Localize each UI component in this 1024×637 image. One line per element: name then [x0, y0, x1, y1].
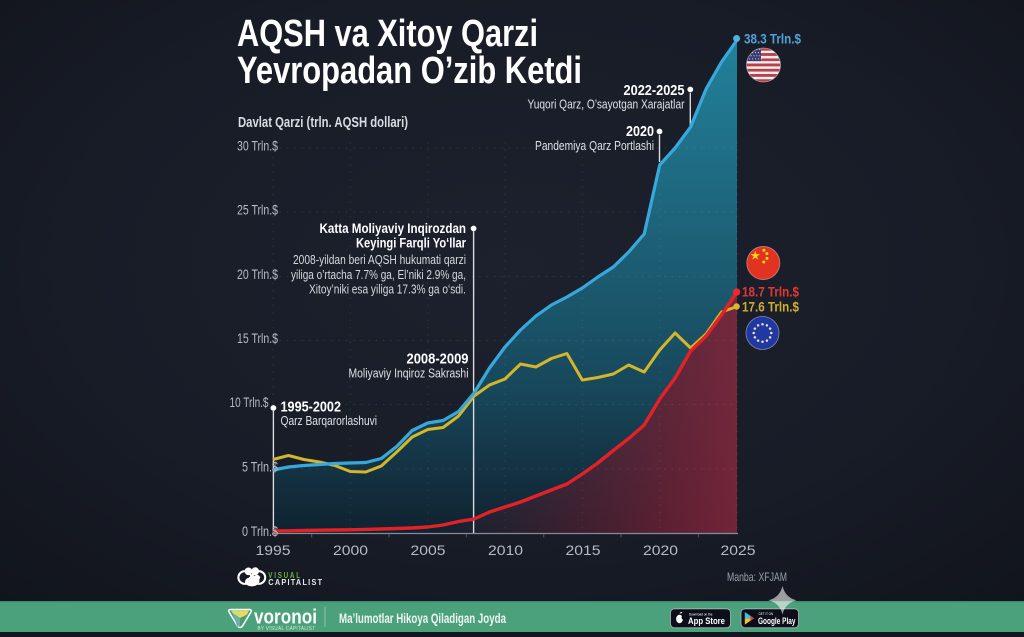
svg-text:17.6 Trln.$: 17.6 Trln.$ [742, 299, 799, 315]
svg-text:voronoi: voronoi [254, 606, 317, 629]
svg-text:38.3 Trln.$: 38.3 Trln.$ [744, 31, 801, 47]
svg-text:Yuqori Qarz, O’sayotgan Xaraja: Yuqori Qarz, O’sayotgan Xarajatlar [528, 97, 686, 112]
svg-text:2005: 2005 [411, 542, 446, 558]
svg-text:Yevropadan O’zib Ketdi: Yevropadan O’zib Ketdi [237, 50, 582, 92]
svg-text:GET IT ON: GET IT ON [759, 611, 774, 616]
svg-text:Manba: XFJAM: Manba: XFJAM [727, 570, 787, 584]
svg-text:2020: 2020 [626, 124, 654, 140]
svg-text:2020: 2020 [643, 542, 678, 558]
svg-text:App Store: App Store [688, 616, 725, 626]
svg-text:Xitoy’niki esa yiliga 17.3% ga: Xitoy’niki esa yiliga 17.3% ga o‘sdi. [309, 283, 466, 297]
svg-text:CAPITALIST: CAPITALIST [268, 578, 323, 587]
svg-text:1995-2002: 1995-2002 [281, 400, 342, 416]
svg-text:5 Trln.$: 5 Trln.$ [242, 459, 278, 475]
svg-text:yiliga o’rtacha 7.7% ga, El’ni: yiliga o’rtacha 7.7% ga, El’niki 2.9% ga… [291, 268, 466, 282]
svg-text:AQSH va Xitoy Qarzi: AQSH va Xitoy Qarzi [237, 13, 538, 55]
svg-text:Davlat Qarzi (trln. AQSH dolla: Davlat Qarzi (trln. AQSH dollari) [238, 115, 408, 131]
svg-text:20 Trln.$: 20 Trln.$ [237, 266, 278, 282]
svg-text:Ma’lumotlar Hikoya Qiladigan J: Ma’lumotlar Hikoya Qiladigan Joyda [339, 610, 506, 626]
svg-text:Moliyaviy Inqiroz Sakrashi: Moliyaviy Inqiroz Sakrashi [349, 366, 469, 381]
svg-text:2015: 2015 [566, 542, 601, 558]
svg-text:2022-2025: 2022-2025 [624, 83, 685, 99]
svg-text:2025: 2025 [721, 542, 756, 558]
svg-text:2000: 2000 [333, 542, 368, 558]
svg-text:2008-yildan beri AQSH hukumati: 2008-yildan beri AQSH hukumati qarzi [293, 253, 466, 267]
svg-text:Keyingi Farqli Yo‘llar: Keyingi Farqli Yo‘llar [356, 236, 467, 251]
svg-text:30 Trln.$: 30 Trln.$ [237, 138, 278, 154]
svg-text:2010: 2010 [488, 542, 523, 558]
svg-text:Katta Moliyaviy Inqirozdan: Katta Moliyaviy Inqirozdan [320, 221, 467, 236]
svg-text:15 Trln.$: 15 Trln.$ [237, 330, 278, 346]
svg-text:0 Trln.$: 0 Trln.$ [242, 523, 278, 539]
svg-text:Pandemiya Qarz Portlashi: Pandemiya Qarz Portlashi [535, 138, 654, 153]
svg-text:Google Play: Google Play [758, 616, 796, 626]
svg-text:10 Trln.$: 10 Trln.$ [230, 394, 269, 410]
svg-text:18.7 Trln.$: 18.7 Trln.$ [742, 284, 799, 300]
svg-text:2008-2009: 2008-2009 [407, 352, 469, 368]
svg-text:1995: 1995 [256, 542, 291, 558]
svg-text:25 Trln.$: 25 Trln.$ [237, 202, 278, 218]
svg-text:Qarz Barqarorlashuvi: Qarz Barqarorlashuvi [281, 413, 378, 428]
svg-text:BY VISUAL CAPITALIST: BY VISUAL CAPITALIST [258, 626, 316, 632]
svg-text:Download on the: Download on the [689, 611, 713, 616]
svg-text:VISUAL: VISUAL [268, 571, 302, 580]
